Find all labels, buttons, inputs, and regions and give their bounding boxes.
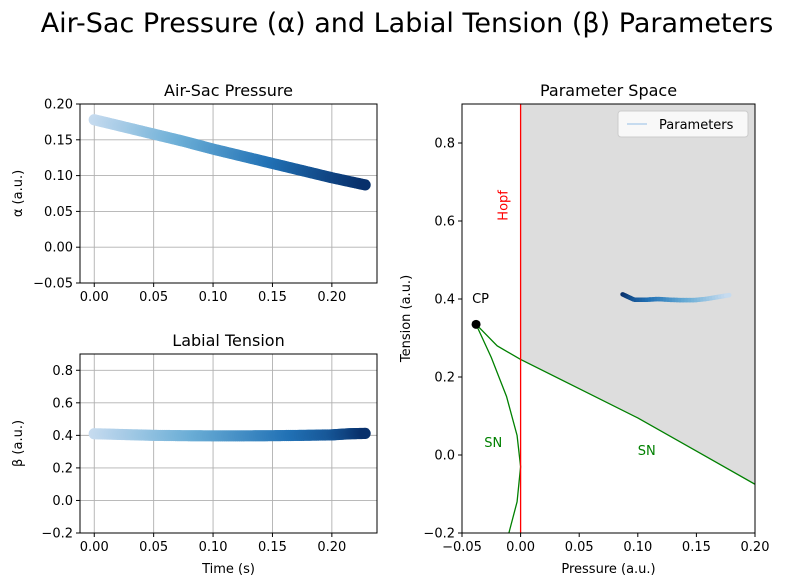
cusp-point [471, 319, 481, 329]
y-tick-label: −0.05 [33, 277, 73, 292]
sn-left-curve [475, 324, 522, 533]
data-point [359, 427, 371, 440]
scatter-points [88, 427, 371, 442]
parameter-space-chart: Hopf CP SN SN −0.05 0.00 0.05 0.10 0.15 0.20 −0.2 0… [399, 81, 769, 577]
x-tick-label: 0.15 [682, 540, 711, 555]
chart-title: Parameter Space [540, 81, 677, 100]
chart-title: Labial Tension [172, 331, 284, 350]
x-tick-label: 0.20 [317, 290, 346, 305]
y-axis-label: Tension (a.u.) [399, 275, 414, 363]
figure-suptitle: Air-Sac Pressure (α) and Labial Tension … [41, 8, 774, 39]
x-axis-label: Pressure (a.u.) [561, 562, 655, 577]
y-tick-label: 0.15 [44, 133, 73, 148]
x-tick-label: 0.05 [139, 290, 168, 305]
y-tick-label: 0.2 [434, 371, 455, 386]
y-tick-label: 0.4 [52, 429, 73, 444]
y-tick-label: 0.00 [44, 241, 73, 256]
y-tick-label: 0.20 [44, 98, 73, 113]
y-axis-label: β (a.u.) [11, 420, 26, 467]
legend-entry: Parameters [659, 118, 734, 133]
scatter-points [88, 114, 371, 191]
axes-frame [79, 103, 378, 284]
y-tick-label: 0.0 [52, 494, 73, 509]
y-tick-label: 0.4 [434, 293, 455, 308]
cp-label: CP [472, 292, 489, 307]
data-point [359, 179, 371, 191]
y-axis-label: α (a.u.) [11, 170, 26, 217]
axes-frame [461, 103, 756, 534]
y-tick-label: 0.6 [434, 215, 455, 230]
axes-frame [79, 353, 378, 534]
y-tick-label: 0.0 [434, 449, 455, 464]
y-tick-label: 0.10 [44, 169, 73, 184]
x-tick-label: 0.20 [741, 540, 770, 555]
trajectory-segment [723, 292, 732, 298]
x-axis-label: Time (s) [201, 562, 255, 577]
x-tick-label: 0.15 [258, 540, 287, 555]
plot-area [471, 104, 755, 533]
x-tick-label: 0.15 [258, 290, 287, 305]
x-tick-label: 0.00 [80, 540, 109, 555]
x-tick-label: 0.10 [199, 540, 228, 555]
x-tick-label: 0.20 [317, 540, 346, 555]
chart-title: Air-Sac Pressure [164, 81, 293, 100]
x-tick-label: 0.00 [506, 540, 535, 555]
hopf-label: Hopf [497, 190, 512, 221]
y-tick-label: 0.8 [434, 137, 455, 152]
oscillation-region [520, 104, 755, 485]
x-tick-label: 0.00 [80, 290, 109, 305]
y-tick-label: 0.2 [52, 461, 73, 476]
sn-right-curve [475, 323, 755, 485]
labial-tension-chart: 0.00 0.05 0.10 0.15 0.20 −0.2 0.0 0.2 0.4 0.6 0.8 L… [11, 331, 378, 577]
sn-right-label: SN [638, 444, 656, 459]
sn-left-label: SN [484, 436, 502, 451]
y-tick-label: 0.6 [52, 396, 73, 411]
legend-frame [617, 110, 749, 138]
x-tick-label: 0.10 [623, 540, 652, 555]
y-tick-label: −0.2 [41, 527, 73, 542]
x-tick-label: 0.05 [139, 540, 168, 555]
y-tick-label: 0.8 [52, 364, 73, 379]
x-tick-label: 0.05 [565, 540, 594, 555]
y-tick-label: −0.2 [423, 527, 455, 542]
legend: Parameters [617, 110, 749, 138]
x-tick-label: −0.05 [442, 540, 482, 555]
air-sac-pressure-chart: 0.00 0.05 0.10 0.15 0.20 −0.05 0.00 0.05 0.10 0.1… [11, 81, 378, 305]
x-tick-label: 0.10 [199, 290, 228, 305]
y-tick-label: 0.05 [44, 205, 73, 220]
